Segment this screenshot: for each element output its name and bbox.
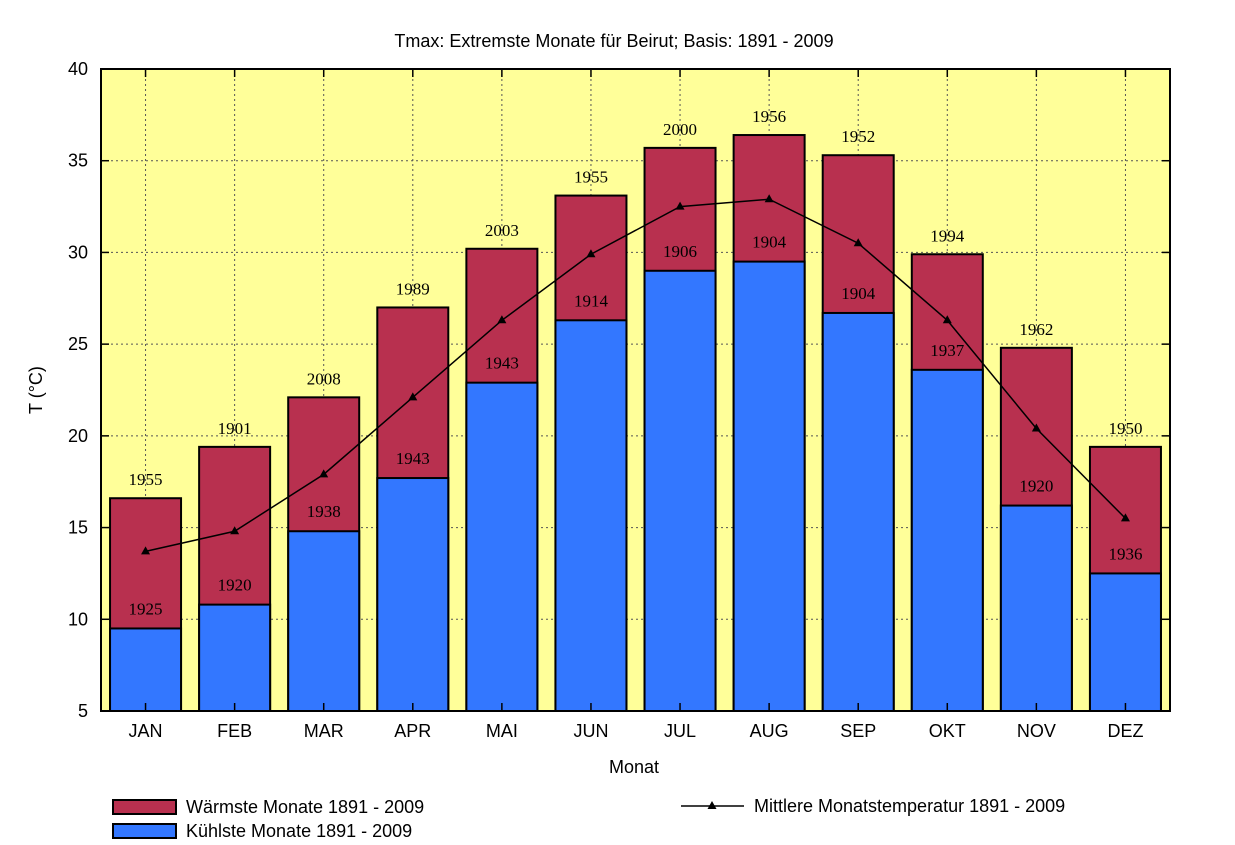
year-label-warmest-feb: 1901 [218,419,252,438]
mean-point-jul [675,201,685,210]
bar-coolest-nov [999,504,1073,712]
year-label-warmest-jul: 2000 [663,120,697,139]
y-tick-label: 15 [68,518,88,538]
legend-swatch-coolest [112,823,177,839]
year-label-coolest-jul: 1906 [663,242,697,261]
bar-coolest-sep [821,311,895,712]
x-tick-label-nov: NOV [1017,721,1056,741]
x-tick-label-mai: MAI [486,721,518,741]
year-label-coolest-nov: 1920 [1019,477,1053,496]
mean-point-apr [408,392,418,401]
bar-coolest-aug [732,260,806,712]
bar-coolest-mai [465,381,539,712]
year-label-coolest-dez: 1936 [1108,544,1142,563]
y-tick-label: 40 [68,59,88,79]
bar-coolest-dez [1088,572,1162,713]
bar-year-labels: 1955 1925 1901 1920 2008 1938 1989 1943 2003 1943… [129,107,1143,618]
y-tick-label: 25 [68,334,88,354]
legend-label-coolest: Kühlste Monate 1891 - 2009 [186,821,412,841]
y-tick-label: 20 [68,426,88,446]
year-label-coolest-mar: 1938 [307,502,341,521]
year-label-coolest-jun: 1914 [574,291,609,310]
chart-title: Tmax: Extremste Monate für Beirut; Basis… [394,31,833,51]
bar-coolest-mar [287,530,361,712]
legend-swatch-warmest [112,799,177,815]
x-tick-label-apr: APR [394,721,431,741]
y-axis-label: T (°C) [26,366,46,414]
y-tick-label: 30 [68,242,88,262]
x-axis-label: Monat [609,757,659,777]
bar-coolest-okt [910,368,984,712]
y-tick-label: 5 [78,701,88,721]
year-label-coolest-feb: 1920 [218,576,252,595]
year-label-warmest-jun: 1955 [574,168,608,187]
bar-coolest-apr [376,477,450,712]
plot-background [101,69,1170,711]
x-tick-label-dez: DEZ [1107,721,1143,741]
year-label-warmest-dez: 1950 [1108,419,1142,438]
year-label-coolest-okt: 1937 [930,341,965,360]
year-label-coolest-sep: 1904 [841,284,876,303]
y-tick-label: 10 [68,609,88,629]
y-tick-label: 35 [68,151,88,171]
axis-ticks [101,68,1170,712]
bar-coolest-feb [198,603,272,713]
mean-point-sep [853,238,863,247]
mean-temperature-line [141,194,1130,555]
x-tick-label-feb: FEB [217,721,252,741]
mean-point-dez [1120,513,1130,522]
year-label-coolest-mai: 1943 [485,354,519,373]
mean-point-nov [1031,423,1041,432]
bar-coolest-jun [554,319,628,712]
x-tick-label-jul: JUL [664,721,696,741]
year-label-coolest-jan: 1925 [129,599,163,618]
y-tick-labels: 5 10 15 20 25 30 35 40 [68,59,88,721]
x-tick-label-okt: OKT [929,721,966,741]
mean-point-aug [764,194,774,203]
mean-point-jan [141,546,151,555]
mean-point-feb [230,526,240,535]
legend-label-warmest: Wärmste Monate 1891 - 2009 [186,797,424,817]
year-label-warmest-apr: 1989 [396,279,430,298]
mean-point-mar [319,469,329,478]
year-label-warmest-nov: 1962 [1019,320,1053,339]
x-tick-label-aug: AUG [750,721,789,741]
x-tick-label-jun: JUN [573,721,608,741]
year-label-warmest-sep: 1952 [841,127,875,146]
year-label-warmest-okt: 1994 [930,226,965,245]
year-label-coolest-aug: 1904 [752,233,787,252]
year-label-warmest-mar: 2008 [307,369,341,388]
bar-coolest-jul [643,269,717,712]
x-tick-label-jan: JAN [129,721,163,741]
year-label-warmest-jan: 1955 [129,470,163,489]
x-tick-label-mar: MAR [304,721,344,741]
legend: Wärmste Monate 1891 - 2009 Kühlste Monat… [112,796,1065,841]
year-label-coolest-apr: 1943 [396,449,430,468]
bar-coolest-jan [109,627,183,713]
x-tick-labels: JAN FEB MAR APR MAI JUN JUL AUG SEP OKT NOV DEZ [129,721,1144,741]
mean-point-okt [942,315,952,324]
year-label-warmest-aug: 1956 [752,107,786,126]
bars [109,134,1162,713]
mean-point-mai [497,315,507,324]
x-tick-label-sep: SEP [840,721,876,741]
plot-frame [100,68,1171,712]
year-label-warmest-mai: 2003 [485,221,519,240]
mean-line-path [145,198,1126,553]
mean-point-jun [586,249,596,258]
legend-marker-mean [707,801,717,809]
legend-label-mean: Mittlere Monatstemperatur 1891 - 2009 [754,796,1065,816]
